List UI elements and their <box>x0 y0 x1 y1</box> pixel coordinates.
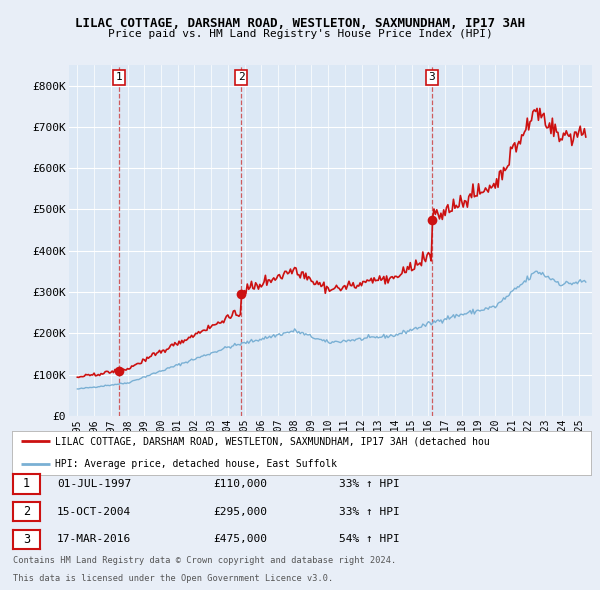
Text: HPI: Average price, detached house, East Suffolk: HPI: Average price, detached house, East… <box>55 460 337 469</box>
Text: 1: 1 <box>23 477 30 490</box>
Text: 1: 1 <box>116 73 122 82</box>
Text: £295,000: £295,000 <box>213 507 267 516</box>
Text: 01-JUL-1997: 01-JUL-1997 <box>57 479 131 489</box>
Text: 33% ↑ HPI: 33% ↑ HPI <box>339 507 400 516</box>
Text: 33% ↑ HPI: 33% ↑ HPI <box>339 479 400 489</box>
Text: 17-MAR-2016: 17-MAR-2016 <box>57 535 131 544</box>
Text: £475,000: £475,000 <box>213 535 267 544</box>
Text: 3: 3 <box>23 533 30 546</box>
Text: 3: 3 <box>428 73 435 82</box>
Text: Contains HM Land Registry data © Crown copyright and database right 2024.: Contains HM Land Registry data © Crown c… <box>13 556 397 565</box>
Text: This data is licensed under the Open Government Licence v3.0.: This data is licensed under the Open Gov… <box>13 574 334 583</box>
Text: LILAC COTTAGE, DARSHAM ROAD, WESTLETON, SAXMUNDHAM, IP17 3AH: LILAC COTTAGE, DARSHAM ROAD, WESTLETON, … <box>75 17 525 30</box>
Text: 2: 2 <box>238 73 244 82</box>
Text: 15-OCT-2004: 15-OCT-2004 <box>57 507 131 516</box>
Text: 2: 2 <box>23 505 30 518</box>
Text: 54% ↑ HPI: 54% ↑ HPI <box>339 535 400 544</box>
Text: £110,000: £110,000 <box>213 479 267 489</box>
Text: LILAC COTTAGE, DARSHAM ROAD, WESTLETON, SAXMUNDHAM, IP17 3AH (detached hou: LILAC COTTAGE, DARSHAM ROAD, WESTLETON, … <box>55 437 490 446</box>
Text: Price paid vs. HM Land Registry's House Price Index (HPI): Price paid vs. HM Land Registry's House … <box>107 29 493 39</box>
